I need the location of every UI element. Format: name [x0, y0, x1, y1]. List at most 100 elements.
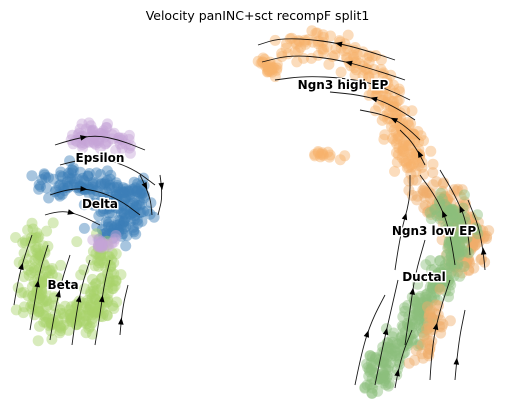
- cell-point: [405, 118, 417, 129]
- cell-point: [84, 301, 96, 313]
- cell-point: [316, 43, 328, 55]
- cell-point: [379, 375, 390, 387]
- cell-point: [317, 36, 329, 48]
- cell-point: [114, 215, 126, 227]
- cell-point: [102, 282, 114, 294]
- cell-point: [89, 177, 101, 189]
- cell-point: [423, 348, 434, 360]
- cell-point: [30, 232, 42, 244]
- cell-point: [93, 250, 105, 262]
- cell-point: [93, 137, 104, 148]
- cell-point: [98, 257, 110, 269]
- cell-point: [92, 233, 104, 245]
- cell-point: [442, 275, 454, 287]
- cell-point: [413, 319, 425, 331]
- cell-point: [436, 264, 448, 276]
- cell-point: [24, 260, 36, 272]
- cell-point: [339, 38, 351, 50]
- cell-point: [43, 172, 54, 184]
- cell-point: [39, 311, 51, 323]
- cell-point: [87, 124, 99, 136]
- cell-point: [457, 217, 469, 229]
- streamline: [59, 158, 156, 186]
- stream-arrowhead: [345, 60, 353, 67]
- cell-point: [31, 227, 43, 239]
- cell-point: [390, 347, 402, 358]
- cell-point: [39, 259, 50, 271]
- cell-point: [379, 350, 391, 362]
- cell-point: [442, 224, 454, 235]
- cell-point: [441, 249, 453, 261]
- cell-point: [43, 299, 55, 311]
- cell-point: [444, 207, 456, 218]
- cell-point: [266, 66, 278, 78]
- cell-point: [454, 249, 466, 261]
- cell-point: [392, 130, 404, 142]
- cluster-label-ngn3-low-ep: Ngn3 low EP: [392, 224, 477, 238]
- cell-point: [41, 225, 53, 237]
- cell-point: [70, 135, 81, 146]
- cell-point: [95, 247, 107, 259]
- cell-point: [136, 198, 147, 210]
- cell-point: [443, 222, 455, 234]
- cell-point: [381, 370, 393, 382]
- cell-point: [359, 382, 371, 394]
- cell-point: [383, 361, 395, 373]
- cell-point: [407, 314, 419, 326]
- cell-point: [357, 70, 369, 82]
- cell-point: [39, 295, 51, 307]
- cell-point: [271, 58, 283, 70]
- cell-point: [276, 48, 288, 59]
- stream-arrowhead: [370, 96, 378, 103]
- cell-point: [379, 370, 391, 382]
- cell-point: [439, 263, 451, 275]
- cell-point: [65, 312, 77, 324]
- cell-point: [37, 277, 49, 288]
- cell-point: [22, 264, 34, 276]
- cell-point: [470, 232, 482, 244]
- cell-point: [454, 216, 466, 228]
- cell-point: [40, 309, 52, 321]
- cell-point: [112, 180, 123, 191]
- cell-point: [101, 309, 113, 321]
- cell-point: [448, 261, 460, 273]
- cell-point: [32, 242, 44, 254]
- cell-point: [95, 310, 106, 322]
- cell-point: [75, 269, 87, 281]
- cell-point: [49, 186, 61, 198]
- cell-point: [421, 294, 433, 306]
- cell-point: [421, 334, 433, 346]
- cell-point: [422, 299, 434, 311]
- cell-point: [468, 236, 480, 248]
- cell-point: [124, 198, 136, 210]
- cell-point: [392, 133, 404, 145]
- cell-point: [380, 98, 392, 110]
- cell-point: [330, 43, 342, 55]
- cell-point: [67, 165, 79, 177]
- cell-point: [102, 251, 114, 263]
- cell-point: [412, 126, 424, 137]
- cell-point: [440, 194, 452, 206]
- cell-point: [416, 339, 428, 351]
- cell-point: [88, 197, 100, 209]
- cell-point: [105, 266, 117, 278]
- cell-point: [113, 224, 125, 236]
- cell-point: [456, 267, 468, 279]
- cell-point: [118, 216, 130, 228]
- cell-point: [148, 211, 160, 223]
- cell-point: [416, 306, 428, 318]
- cell-point: [112, 182, 124, 193]
- cell-point: [433, 281, 445, 293]
- cell-point: [448, 258, 460, 270]
- cell-point: [342, 43, 353, 54]
- cell-point: [111, 223, 123, 235]
- cell-point: [457, 233, 469, 245]
- cell-point: [110, 194, 122, 205]
- cluster-labels: Ngn3 high EP Epsilon Delta Ngn3 low EP D…: [46, 77, 478, 294]
- cell-point: [131, 199, 143, 211]
- cell-point: [426, 291, 437, 303]
- cell-point: [107, 224, 119, 236]
- cell-point: [417, 312, 429, 323]
- cell-point: [422, 272, 434, 284]
- cell-point: [403, 139, 414, 151]
